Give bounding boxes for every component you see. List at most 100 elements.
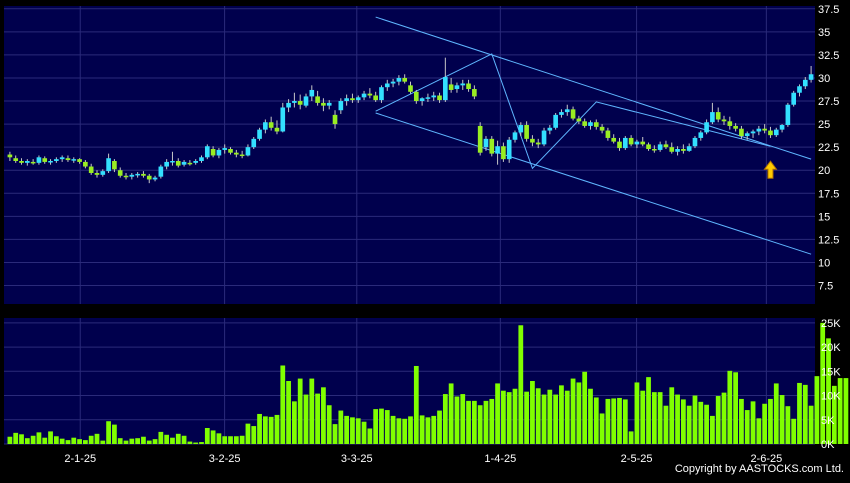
volume-bar [628,431,634,444]
volume-bar [274,414,280,444]
candle-body [350,98,355,101]
candle-body [425,97,431,99]
volume-bar [228,436,233,444]
volume-bar [442,394,448,444]
candle-body [65,158,71,161]
candle-body [501,146,506,160]
volume-bar [762,403,768,444]
candle-body [390,81,396,84]
candle-body [727,121,733,126]
candle-body [756,128,762,132]
candle-body [13,158,19,161]
volume-bar [413,365,419,444]
candle-body [524,125,529,139]
trendline [375,112,812,255]
volume-bar [454,396,460,444]
volume-bar [727,370,733,444]
candle-body [135,173,140,176]
volume-bar [547,389,553,444]
candle-body [413,91,419,102]
candle-body [245,147,251,156]
volume-bar [24,438,30,444]
candle-body [164,161,169,167]
volume-bar [297,378,303,444]
candle-body [791,92,797,105]
volume-bar [622,399,628,444]
volume-bar [65,440,71,444]
volume-bar [123,440,129,444]
candle-body [506,139,512,160]
volume-bar [141,436,146,444]
candle-body [286,102,291,108]
volume-bar [640,390,646,444]
trendline [375,53,771,170]
volume-bar [477,405,483,444]
volume-bar [425,417,431,444]
price-tick-label: 15 [818,211,830,223]
volume-bar [19,434,24,444]
volume-bar [686,405,692,444]
candle-body [187,162,193,165]
candle-body [141,173,146,176]
candle-body [83,161,88,167]
candle-body [541,130,547,145]
volume-bar [576,382,582,444]
candle-body [785,104,791,126]
volume-bar [802,384,808,444]
volume-bar [489,398,495,444]
candle-body [588,122,593,126]
volume-bar [106,421,111,444]
volume-bar [739,398,744,444]
x-axis: 2-1-25 3-2-25 3-3-25 1-4-25 2-5-25 2-6-25 [64,453,782,465]
volume-bar [315,393,320,444]
x-tick-label: 2-6-25 [750,453,782,465]
candle-body [779,125,785,130]
candle-body [112,160,117,170]
candle-body [193,160,199,163]
candle-body [739,128,744,137]
volume-bar [651,392,657,444]
volume-bar [657,392,663,444]
volume-bar [59,438,65,444]
volume-bar [245,423,251,444]
volume-bar [512,388,518,444]
volume-bar [773,383,779,444]
volume-bar [785,406,791,444]
candle-body [408,85,413,92]
volume-bar [820,322,826,444]
candle-body [535,142,541,145]
candle-body [599,126,605,131]
candle-body [460,83,466,86]
volume-bar [768,398,773,444]
volume-bar [715,396,721,444]
candle-body [489,138,495,154]
volume-bar [634,382,640,444]
candle-body [802,79,808,87]
volume-bar [471,400,477,444]
candle-body [692,137,698,147]
volume-bar [390,415,396,444]
volume-bar [593,397,599,444]
volume-bar [344,415,350,444]
candle-body [443,77,448,101]
volume-bar [466,400,471,444]
x-tick-label: 2-5-25 [621,453,653,465]
candle-body [48,160,53,163]
volume-bar [419,415,425,444]
candle-body [181,161,187,165]
volume-bar [292,401,297,444]
volume-bar [721,392,727,444]
volume-bar [193,442,199,444]
candle-body [263,122,268,130]
volume-bar [48,431,53,444]
candle-body [675,149,680,152]
volume-bar [187,441,193,444]
volume-bar [257,413,262,444]
candle-body [559,112,564,115]
candle-body [669,147,675,152]
volume-bar [158,431,164,444]
candle-body [617,141,622,149]
candle-body [123,175,129,178]
volume-bar [808,405,814,444]
